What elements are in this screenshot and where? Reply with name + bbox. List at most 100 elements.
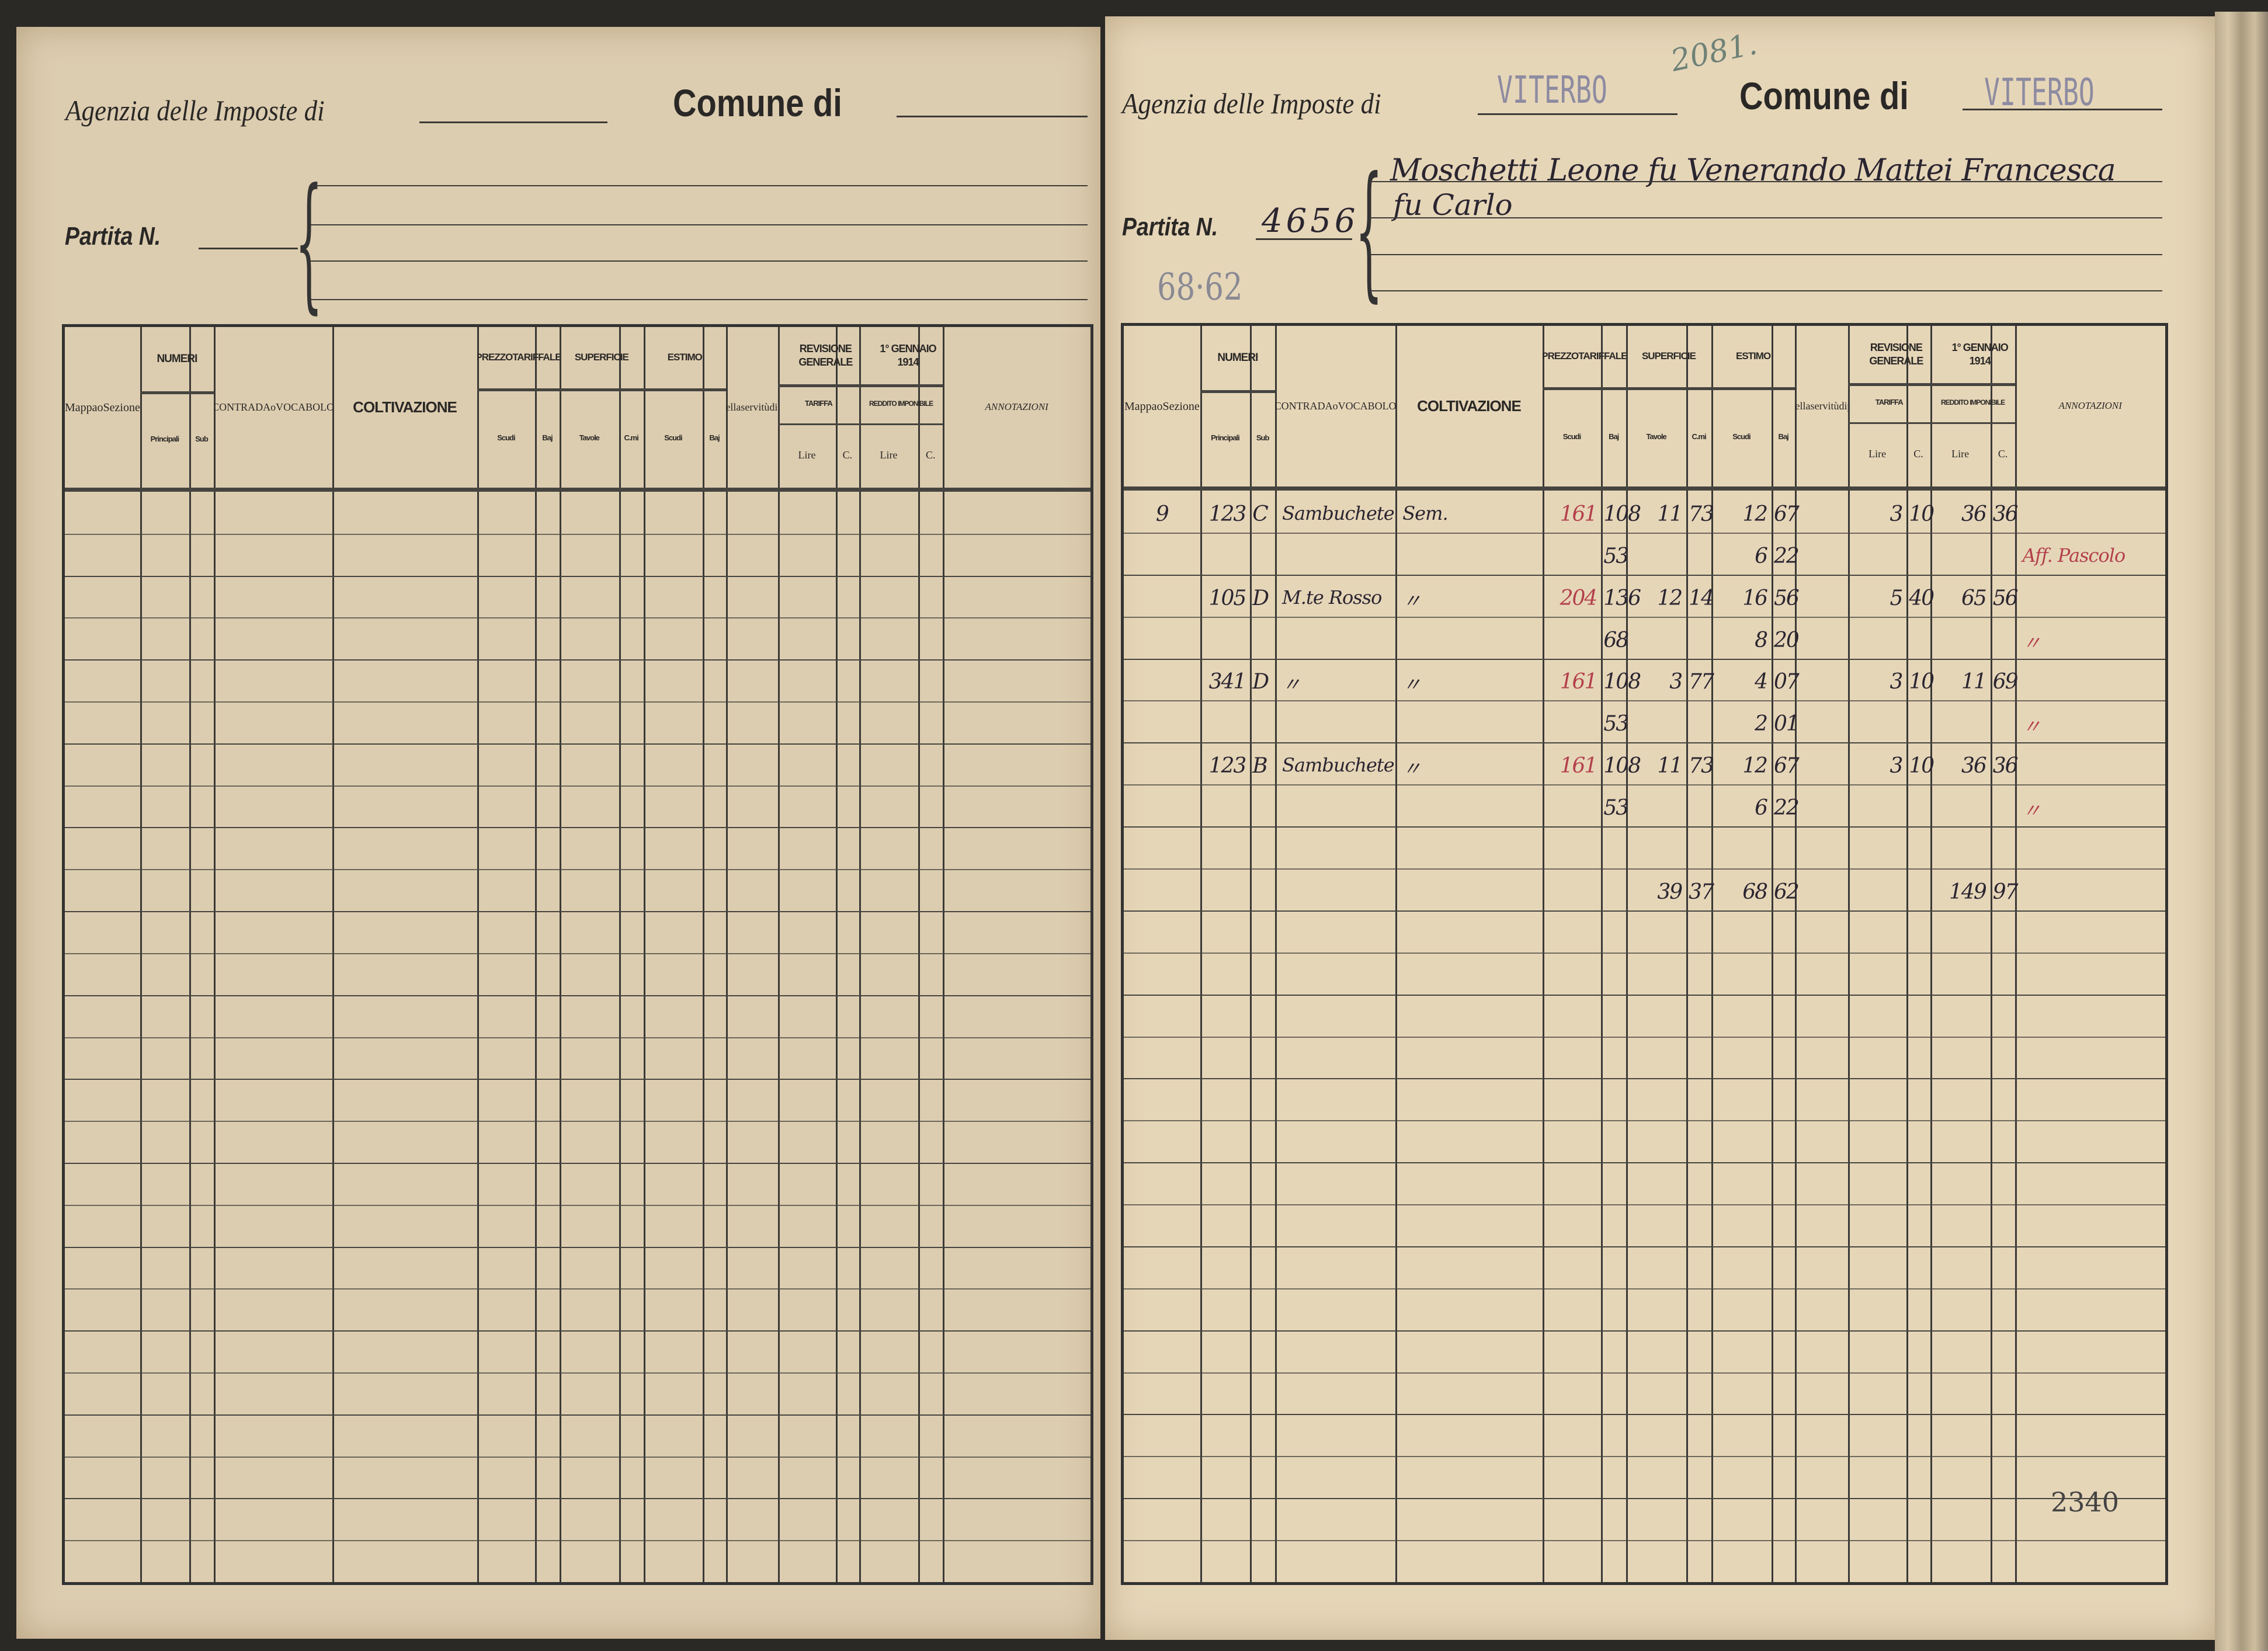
partita-underline-left xyxy=(199,248,298,249)
row-divider xyxy=(1124,1036,2165,1038)
header-lire: Lire xyxy=(859,423,919,488)
header-text: Sezione xyxy=(1162,399,1200,413)
entry-cmi: 73 xyxy=(1689,754,1714,778)
row-divider xyxy=(1124,1498,2165,1500)
header-text: o xyxy=(1332,399,1338,412)
column-divider xyxy=(1930,326,1932,1582)
header-text: Principali xyxy=(150,435,180,444)
brace-left: { xyxy=(295,157,323,327)
header-text: Lire xyxy=(1951,448,1970,460)
row-divider xyxy=(65,1372,1090,1374)
header-text: 1° GENNAIO 1914 xyxy=(1951,341,2009,367)
header-revisione-generale: REVISIONE GENERALE 1° GENNAIO 1914 xyxy=(778,327,943,384)
header-coltivazione: COLTIVAZIONE xyxy=(1395,326,1542,486)
header-text: pascolo xyxy=(1847,396,1848,416)
partita-label-right: Partita N. xyxy=(1122,213,1218,241)
row-divider xyxy=(65,1288,1090,1290)
header-scudi: Scudi xyxy=(1543,387,1602,486)
header-coltivazione: COLTIVAZIONE xyxy=(332,327,477,488)
header-cmi: C.mi xyxy=(619,388,644,488)
entry-cmi: 14 xyxy=(1689,586,1714,610)
entry-reddito-c: 97 xyxy=(1992,880,2019,904)
header-c: C. xyxy=(1991,422,2016,486)
column-divider xyxy=(918,327,921,1582)
header-sub: Sub xyxy=(1250,390,1275,486)
entry-coltivazione: Sem. xyxy=(1402,502,1448,524)
column-divider xyxy=(189,327,191,1582)
header-baj: Baj xyxy=(703,388,726,488)
header-baj: Baj xyxy=(535,388,560,488)
column-divider xyxy=(1200,326,1202,1582)
column-divider xyxy=(1250,326,1252,1582)
page-number: 2340 xyxy=(2051,1486,2120,1518)
header-text: NUMERI xyxy=(1217,351,1258,364)
header-text: REDDITO IMPONIBILE xyxy=(869,399,933,408)
column-divider xyxy=(1395,326,1398,1582)
comune-label-left: Comune di xyxy=(673,81,842,124)
header-cmi: C.mi xyxy=(1686,387,1711,486)
row-divider xyxy=(1124,1162,2165,1164)
entry-estimo-scudi: 6 xyxy=(1755,796,1768,821)
subheader-divider xyxy=(140,391,214,394)
header-text: VOCABOLO xyxy=(276,401,333,413)
row-divider xyxy=(65,1414,1090,1416)
header-c: C. xyxy=(836,423,859,488)
entry-estimo-scudi: 68 xyxy=(1742,880,1768,904)
header-tariffa: TARIFFA xyxy=(1848,383,1930,422)
entry-tariffa-c: 10 xyxy=(1909,502,1934,526)
row-divider xyxy=(1124,1456,2165,1458)
header-text: COLTIVAZIONE xyxy=(353,398,457,416)
entry-coltivazione: 〃 xyxy=(1402,589,1421,612)
entry-annotazioni: Aff. Pascolo xyxy=(2022,544,2125,566)
column-divider xyxy=(619,327,621,1582)
subheader-divider xyxy=(1542,387,1795,390)
column-divider xyxy=(643,327,645,1582)
entry-sub: D xyxy=(1252,670,1269,694)
header-text: TARIFFA xyxy=(804,399,833,408)
comune-underline-right xyxy=(1963,109,2162,110)
header-text: ESTIMO xyxy=(667,352,703,363)
entry-sub: B xyxy=(1252,754,1268,778)
header-text: CONTRADA xyxy=(1275,399,1333,412)
row-divider xyxy=(1124,1540,2165,1542)
entry-cmi: 37 xyxy=(1689,880,1714,904)
entry-contrada: Sambuchete xyxy=(1282,502,1395,524)
entry-annotazioni: 〃 xyxy=(2022,715,2041,738)
header-text: Mappa xyxy=(1124,399,1157,413)
entry-prezzo-baj: 108 xyxy=(1603,670,1641,694)
row-divider xyxy=(65,1079,1090,1080)
row-divider xyxy=(65,995,1090,996)
header-text: SUPERFICIE xyxy=(574,352,629,363)
row-divider xyxy=(1124,994,2165,996)
column-divider xyxy=(1626,326,1628,1582)
header-scudi: Scudi xyxy=(644,388,703,488)
entry-tariffa-lire: 3 xyxy=(1890,670,1904,694)
header-numeri: NUMERI xyxy=(140,327,214,391)
header-text: PREZZO xyxy=(1542,350,1579,362)
entry-reddito-lire: 36 xyxy=(1961,754,1987,778)
entry-reddito-c: 69 xyxy=(1992,670,2019,694)
row-divider xyxy=(65,1121,1090,1122)
comune-stamp: VITERBO xyxy=(1984,71,2095,114)
entry-reddito-c: 36 xyxy=(1992,754,2019,778)
entry-tariffa-lire: 3 xyxy=(1890,754,1904,778)
header-divider xyxy=(65,488,1090,492)
header-revisione-generale: REVISIONE GENERALE 1° GENNAIO 1914 xyxy=(1848,326,2016,383)
entry-estimo-scudi: 12 xyxy=(1742,754,1768,778)
header-text: C. xyxy=(926,449,936,461)
header-contrada: CONTRADA o VOCABOLO xyxy=(1275,326,1395,486)
entry-estimo-scudi: 12 xyxy=(1742,502,1768,526)
entry-prezzo-baj: 108 xyxy=(1603,754,1641,778)
column-divider xyxy=(725,327,728,1582)
entry-contrada: 〃 xyxy=(1282,673,1301,696)
name-line xyxy=(311,224,1088,225)
header-lire: Lire xyxy=(1848,422,1907,486)
subheader-divider xyxy=(778,384,943,387)
entry-estimo-baj: 22 xyxy=(1774,544,1800,568)
column-divider xyxy=(1795,326,1797,1582)
column-divider xyxy=(477,327,479,1582)
row-divider xyxy=(65,869,1090,871)
entry-prezzo-baj: 53 xyxy=(1603,544,1629,568)
header-divider xyxy=(1124,486,2165,491)
row-divider xyxy=(1124,1078,2165,1080)
